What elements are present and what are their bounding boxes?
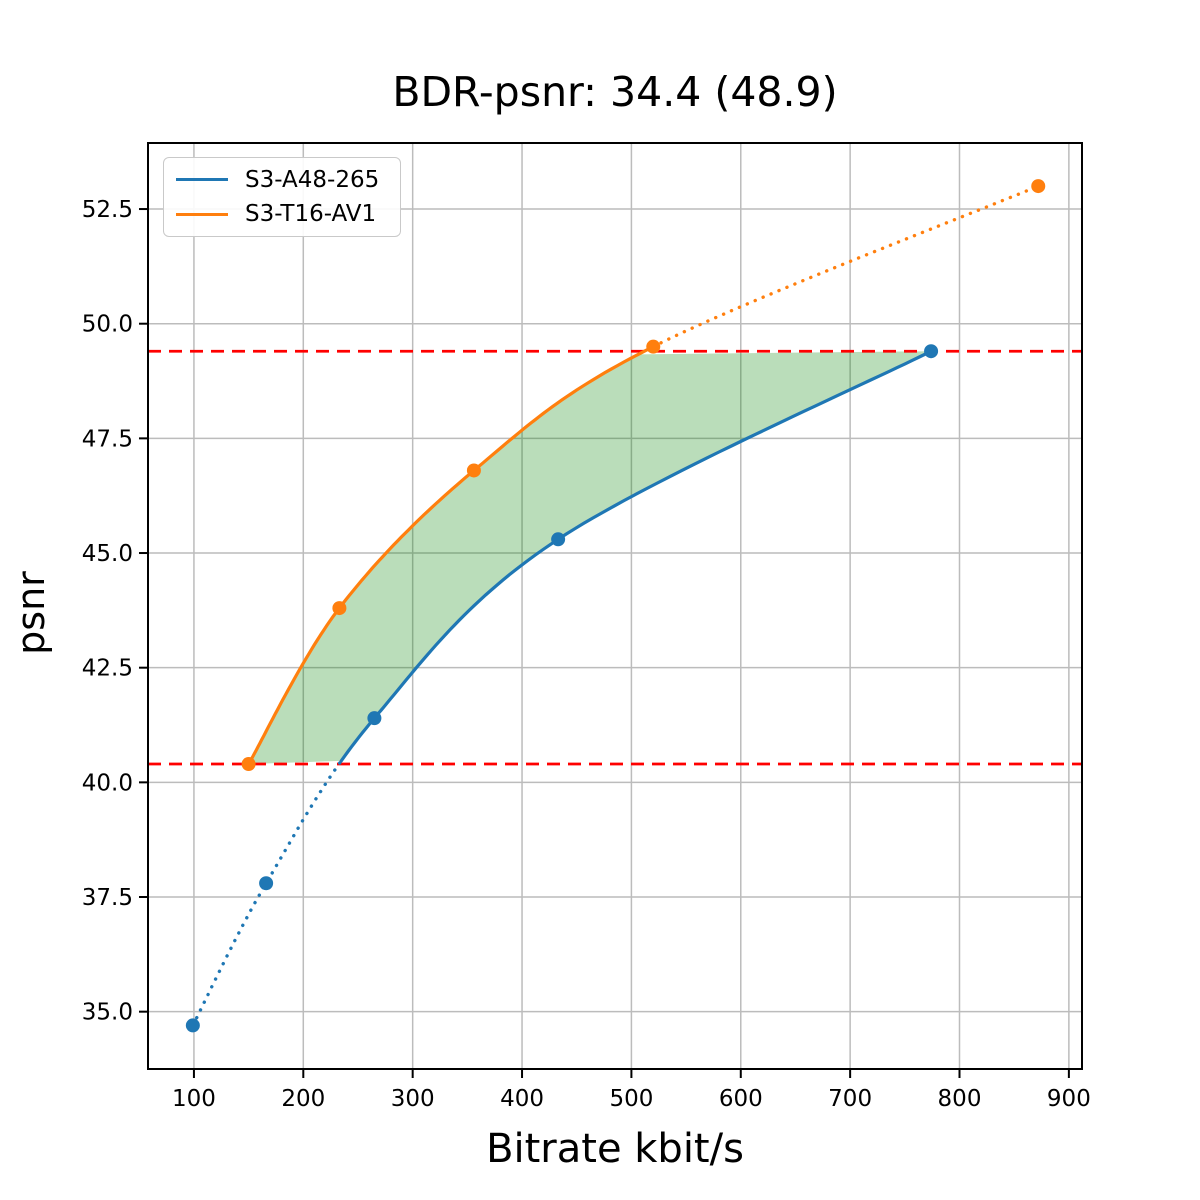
- curve-s3-a48-265-solid: [339, 349, 933, 763]
- y-tick-label: 52.5: [82, 197, 133, 223]
- legend-line-sample-blue: [176, 178, 228, 182]
- y-tick-label: 37.5: [82, 885, 133, 911]
- data-point-marker: [551, 532, 566, 547]
- x-tick-label: 100: [172, 1086, 216, 1112]
- y-tick-label: 35.0: [82, 1000, 133, 1026]
- x-tick-label: 900: [1047, 1086, 1091, 1112]
- x-tick-label: 500: [609, 1086, 653, 1112]
- x-tick-label: 400: [500, 1086, 544, 1112]
- y-tick-label: 47.5: [82, 426, 133, 452]
- legend-line-sample-orange: [176, 212, 228, 216]
- data-point-marker: [241, 757, 256, 772]
- data-point-marker: [367, 711, 382, 726]
- data-point-marker: [466, 463, 481, 478]
- x-tick-label: 300: [391, 1086, 435, 1112]
- data-point-marker: [1031, 179, 1046, 194]
- x-axis-label: Bitrate kbit/s: [486, 1126, 744, 1172]
- data-point-marker: [185, 1018, 200, 1033]
- y-tick-label: 40.0: [82, 770, 133, 796]
- data-point-marker: [646, 339, 661, 354]
- legend: S3-A48-265 S3-T16-AV1: [163, 157, 401, 237]
- legend-item-s3-a48-265: S3-A48-265: [176, 167, 400, 193]
- curve-s3-t16-av1-dotted: [651, 184, 1040, 349]
- data-point-marker: [259, 876, 274, 891]
- data-point-marker: [332, 601, 347, 616]
- x-tick-label: 800: [938, 1086, 982, 1112]
- legend-label: S3-T16-AV1: [245, 201, 377, 228]
- x-tick-label: 600: [719, 1086, 763, 1112]
- curve-s3-a48-265-dotted: [191, 759, 343, 1028]
- data-point-marker: [924, 344, 939, 359]
- x-tick-label: 700: [828, 1086, 872, 1112]
- y-tick-label: 42.5: [82, 656, 133, 682]
- axes-spines: [147, 142, 1083, 1070]
- x-tick-label: 200: [281, 1086, 325, 1112]
- bd-rate-shaded-region: [248, 351, 932, 764]
- legend-label: S3-A48-265: [245, 166, 380, 193]
- y-axis-label: psnr: [9, 571, 53, 655]
- y-tick-label: 45.0: [82, 541, 133, 567]
- chart-title: BDR-psnr: 34.4 (48.9): [392, 68, 838, 116]
- legend-item-s3-t16-av1: S3-T16-AV1: [176, 201, 400, 227]
- curve-s3-t16-av1-solid: [247, 345, 655, 766]
- y-tick-label: 50.0: [82, 312, 133, 338]
